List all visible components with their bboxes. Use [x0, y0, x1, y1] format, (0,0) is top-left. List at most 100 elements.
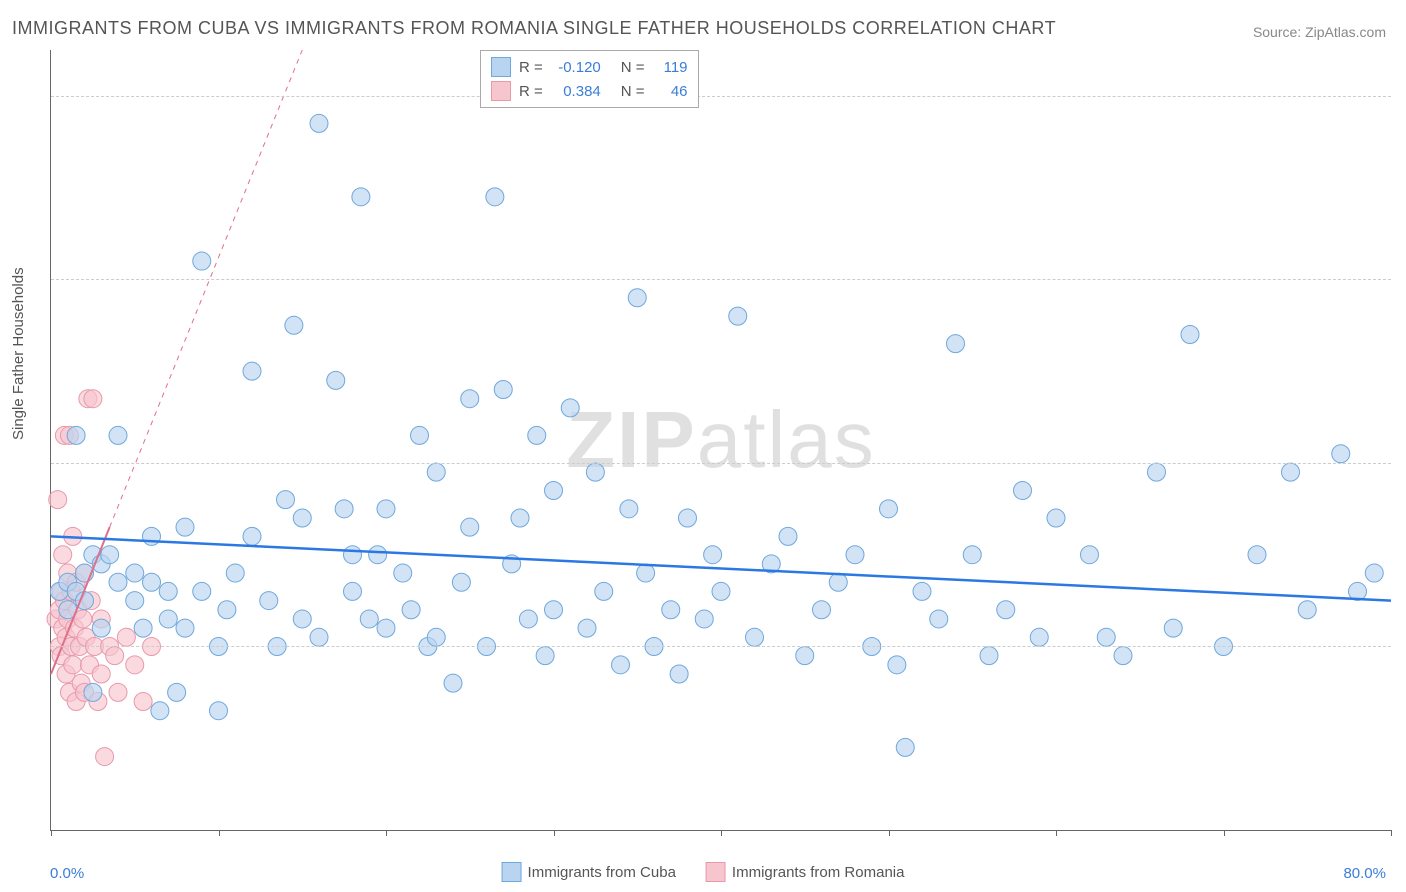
cuba-point [402, 601, 420, 619]
plot-area: ZIPatlas 2.0%4.0%6.0%8.0% [50, 50, 1391, 831]
romania-point [134, 693, 152, 711]
romania-point [49, 491, 67, 509]
cuba-point [746, 628, 764, 646]
grid-line [51, 646, 1391, 647]
y-tick-label: 8.0% [1396, 87, 1406, 104]
romania-point [96, 748, 114, 766]
cuba-point [729, 307, 747, 325]
legend-label: Immigrants from Romania [732, 864, 905, 881]
x-axis-min-label: 0.0% [50, 865, 84, 882]
romania-point [126, 656, 144, 674]
cuba-point [888, 656, 906, 674]
cuba-point [980, 647, 998, 665]
cuba-point [143, 573, 161, 591]
romania-point [84, 390, 102, 408]
cuba-point [377, 619, 395, 637]
cuba-point [461, 518, 479, 536]
stats-legend-row: R =0.384N =46 [491, 79, 688, 103]
cuba-point [1282, 463, 1300, 481]
cuba-point [226, 564, 244, 582]
cuba-point [1365, 564, 1383, 582]
cuba-point [511, 509, 529, 527]
cuba-point [1097, 628, 1115, 646]
cuba-point [344, 582, 362, 600]
cuba-point [193, 252, 211, 270]
cuba-point [1114, 647, 1132, 665]
cuba-point [612, 656, 630, 674]
legend-swatch [491, 57, 511, 77]
cuba-point [997, 601, 1015, 619]
cuba-point [444, 674, 462, 692]
cuba-point [896, 738, 914, 756]
x-axis-max-label: 80.0% [1343, 865, 1386, 882]
cuba-point [486, 188, 504, 206]
cuba-point [1030, 628, 1048, 646]
cuba-point [293, 509, 311, 527]
x-tick [386, 830, 387, 836]
cuba-point [545, 601, 563, 619]
cuba-point [461, 390, 479, 408]
cuba-point [846, 546, 864, 564]
cuba-point [1081, 546, 1099, 564]
cuba-point [109, 426, 127, 444]
cuba-point [679, 509, 697, 527]
cuba-point [159, 582, 177, 600]
cuba-point [637, 564, 655, 582]
cuba-point [670, 665, 688, 683]
cuba-point [193, 582, 211, 600]
cuba-point [561, 399, 579, 417]
cuba-point [285, 316, 303, 334]
cuba-point [293, 610, 311, 628]
chart-svg [51, 50, 1391, 830]
cuba-point [662, 601, 680, 619]
cuba-point [829, 573, 847, 591]
cuba-point [360, 610, 378, 628]
cuba-point [277, 491, 295, 509]
cuba-point [427, 463, 445, 481]
grid-line [51, 279, 1391, 280]
y-tick-label: 4.0% [1396, 454, 1406, 471]
cuba-point [1014, 481, 1032, 499]
cuba-point [210, 702, 228, 720]
cuba-point [620, 500, 638, 518]
cuba-point [1047, 509, 1065, 527]
romania-point [117, 628, 135, 646]
cuba-point [1248, 546, 1266, 564]
cuba-point [695, 610, 713, 628]
x-tick [51, 830, 52, 836]
r-label: R = [519, 59, 543, 76]
cuba-point [704, 546, 722, 564]
bottom-legend: Immigrants from Cuba Immigrants from Roma… [502, 862, 905, 882]
cuba-point [92, 619, 110, 637]
legend-swatch [491, 81, 511, 101]
x-tick [1224, 830, 1225, 836]
x-tick [889, 830, 890, 836]
cuba-point [101, 546, 119, 564]
cuba-point [176, 619, 194, 637]
cuba-point [377, 500, 395, 518]
n-label: N = [621, 83, 645, 100]
cuba-point [176, 518, 194, 536]
n-value: 46 [653, 83, 688, 100]
cuba-point [963, 546, 981, 564]
cuba-point [394, 564, 412, 582]
x-tick [1391, 830, 1392, 836]
cuba-point [586, 463, 604, 481]
legend-label: Immigrants from Cuba [528, 864, 676, 881]
cuba-point [1181, 325, 1199, 343]
source-attribution: Source: ZipAtlas.com [1253, 24, 1386, 40]
cuba-point [327, 371, 345, 389]
r-value: 0.384 [551, 83, 601, 100]
cuba-point [528, 426, 546, 444]
romania-point [106, 647, 124, 665]
y-axis-label: Single Father Households [10, 267, 27, 440]
cuba-point [813, 601, 831, 619]
cuba-point [260, 592, 278, 610]
r-value: -0.120 [551, 59, 601, 76]
cuba-point [913, 582, 931, 600]
legend-swatch [706, 862, 726, 882]
cuba-point [310, 114, 328, 132]
trend-pink-dash [110, 50, 303, 527]
cuba-point [126, 592, 144, 610]
cuba-point [519, 610, 537, 628]
